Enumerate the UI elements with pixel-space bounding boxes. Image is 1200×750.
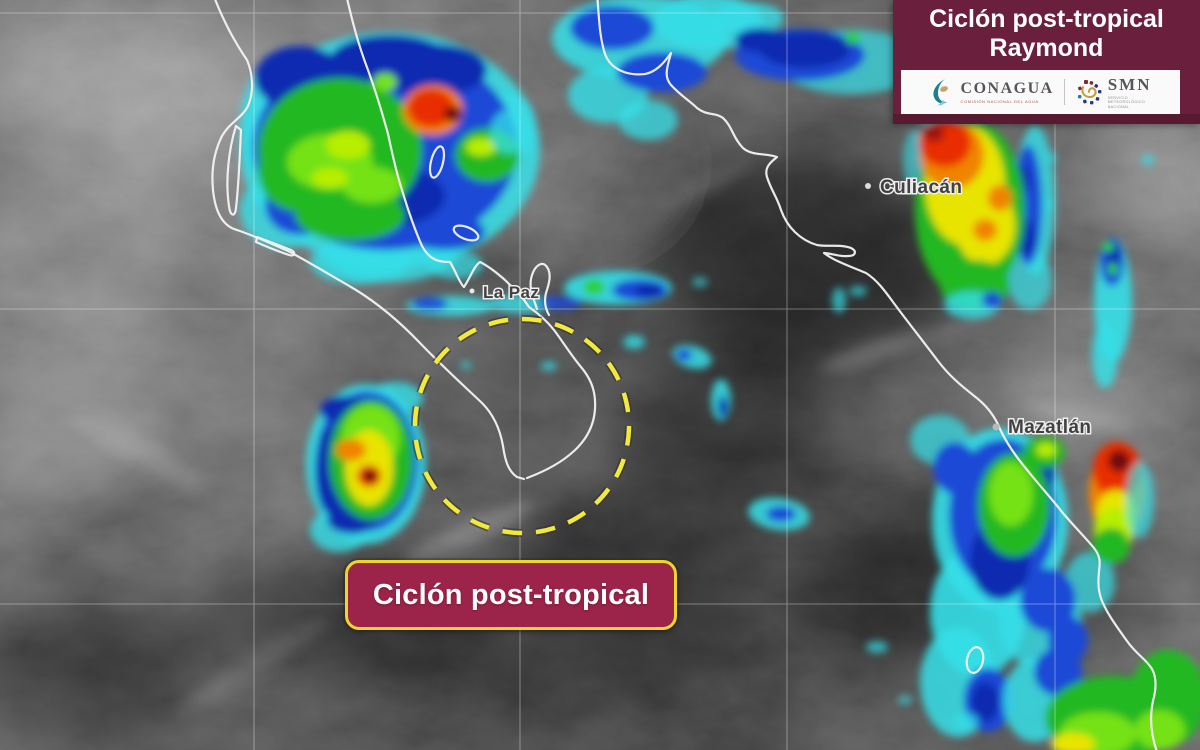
banner-bottom-bar [893, 114, 1200, 124]
header-banner: Ciclón post-tropical Raymond CONAGUA COM… [893, 0, 1200, 124]
city-label-mazatlan: Mazatlán [1008, 417, 1091, 438]
conagua-logo: CONAGUA COMISIÓN NACIONAL DEL AGUA [930, 78, 1054, 106]
city-markers: La Paz Culiacán Mazatlán [469, 176, 1093, 440]
smn-subtitle: SERVICIO METEOROLÓGICO NACIONAL [1107, 95, 1146, 109]
precip-strip-right [1092, 238, 1132, 388]
banner-title-line2: Raymond [989, 34, 1104, 62]
island-2 [452, 224, 480, 242]
precip-band-top [552, 0, 1154, 212]
city-dot-culiacan [865, 183, 871, 189]
city-label-culiacan: Culiacán [880, 177, 962, 198]
conagua-drop-icon [933, 79, 948, 106]
coastline-baja-east [346, 0, 597, 480]
precip-cell-southwest [306, 382, 426, 552]
smn-wordmark: SMN [1107, 74, 1152, 94]
cyclone-area-marker [411, 315, 633, 537]
coastlines [211, 0, 1158, 750]
coastline-baja-west [211, 0, 526, 481]
precip-cell-mazatlan [866, 415, 1200, 750]
precipitation-layer [240, 0, 1200, 750]
banner-title-line1: Ciclón post-tropical [929, 5, 1164, 33]
banner-title: Ciclón post-tropical Raymond [893, 0, 1200, 70]
coastline-baja-lagoon2 [254, 235, 296, 257]
conagua-wordmark: CONAGUA [960, 80, 1054, 97]
city-dot-mazatlan [992, 423, 1000, 431]
logo-divider [1063, 79, 1065, 105]
island-3 [965, 646, 985, 674]
smn-logo: SMN SERVICIO METEOROLÓGICO NACIONAL [1075, 75, 1152, 110]
coastline-lapaz-spit [529, 262, 551, 317]
island-1 [428, 145, 446, 179]
smn-spiral-icon [1077, 80, 1102, 105]
coastline-mainland [596, 0, 1158, 750]
cyclone-label-box: Ciclón post-tropical [345, 560, 677, 630]
conagua-subtitle: COMISIÓN NACIONAL DEL AGUA [960, 99, 1039, 104]
precip-scattered-gulf [623, 286, 867, 531]
coastline-baja-lagoon1 [226, 124, 243, 216]
banner-logo-strip: CONAGUA COMISIÓN NACIONAL DEL AGUA [893, 70, 1200, 114]
cyclone-label-text: Ciclón post-tropical [372, 578, 650, 611]
city-dot-lapaz [469, 288, 475, 294]
city-label-lapaz: La Paz [483, 283, 539, 302]
precip-cell-north-baja [240, 32, 540, 284]
